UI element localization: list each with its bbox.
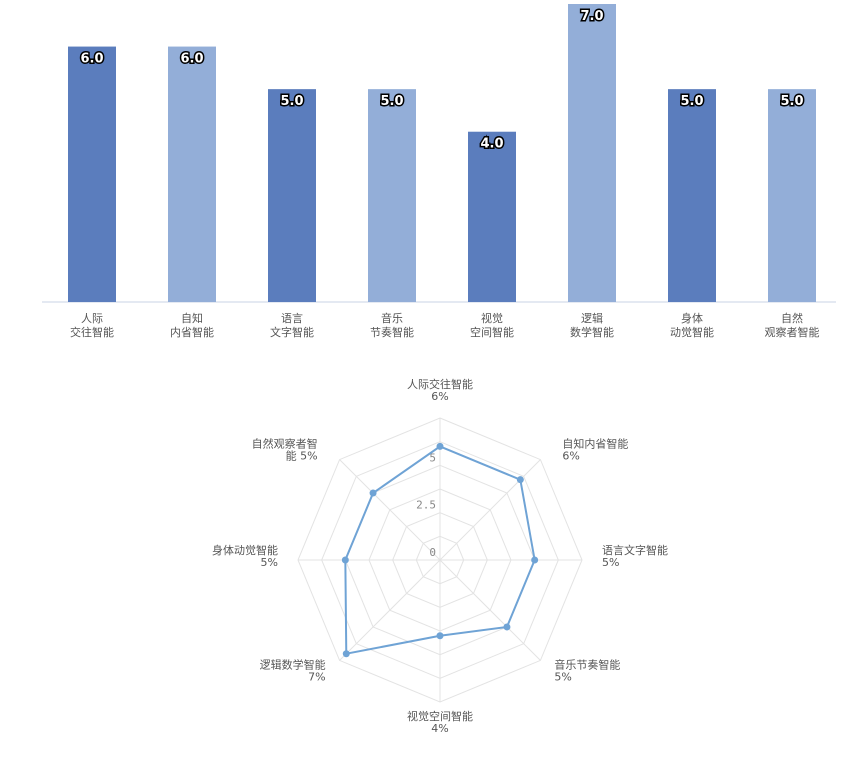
radar-data-point xyxy=(516,476,524,484)
bar-data-label: 5.0 xyxy=(380,94,403,109)
bar xyxy=(68,46,116,303)
radar-data-point xyxy=(341,556,349,564)
radar-axis-label: 身体动觉智能 5% xyxy=(212,543,278,569)
bar-data-label: 5.0 xyxy=(280,94,303,109)
x-tick-label: 语言文字智能 xyxy=(270,312,314,339)
bar xyxy=(668,89,716,303)
radar-data-point xyxy=(436,632,444,640)
radar-data-point xyxy=(342,650,350,658)
radar-spoke xyxy=(439,559,541,661)
radar-axis-label: 逻辑数学智能 7% xyxy=(260,657,326,683)
bar xyxy=(368,89,416,303)
bar xyxy=(568,4,616,302)
radar-axis-label: 自然观察者智能 5% xyxy=(252,437,318,463)
x-tick-label: 视觉空间智能 xyxy=(470,311,514,339)
x-tick-label: 自知内省智能 xyxy=(170,311,214,339)
bar-data-label: 4.0 xyxy=(480,137,503,152)
radar-tick-label: 5 xyxy=(429,451,436,464)
radar-spoke xyxy=(339,559,441,661)
bar-chart: 6.0 人际交往智能 6.0 自知内省智能 5.0 语言文字智能 5.0 音乐节奏智能 4.0 视… xyxy=(42,4,836,339)
bar-data-label: 5.0 xyxy=(780,94,803,109)
radar-data-point xyxy=(503,623,511,631)
x-tick-label: 逻辑数学智能 xyxy=(570,311,614,339)
bar xyxy=(768,89,816,303)
x-tick-label: 人际交往智能 xyxy=(70,312,114,339)
radar-spoke xyxy=(339,459,441,561)
radar-tick-label: 0 xyxy=(429,546,436,559)
bar-data-label: 6.0 xyxy=(180,52,203,67)
radar-axis-label: 自知内省智能 6% xyxy=(562,437,628,463)
radar-axis-label: 人际交往智能 6% xyxy=(407,377,473,403)
bar xyxy=(268,89,316,303)
bar-data-label: 6.0 xyxy=(80,52,103,67)
bar xyxy=(168,46,216,303)
radar-axis-label: 视觉空间智能 4% xyxy=(407,709,473,735)
radar-tick-label: 2.5 xyxy=(416,499,436,512)
radar-data-point xyxy=(436,442,444,450)
x-tick-label: 自然观察者智能 xyxy=(765,311,820,339)
radar-axis-label: 音乐节奏智能 5% xyxy=(554,657,620,683)
radar-axis-label: 语言文字智能 5% xyxy=(602,543,668,569)
radar-data-point xyxy=(369,489,377,497)
bar-data-label: 7.0 xyxy=(580,9,603,24)
bar xyxy=(468,131,516,302)
x-tick-label: 身体动觉智能 xyxy=(670,311,714,339)
radar-spoke xyxy=(439,459,541,561)
bar-data-label: 5.0 xyxy=(680,94,703,109)
radar-data-point xyxy=(531,556,539,564)
x-tick-label: 音乐节奏智能 xyxy=(370,311,414,339)
